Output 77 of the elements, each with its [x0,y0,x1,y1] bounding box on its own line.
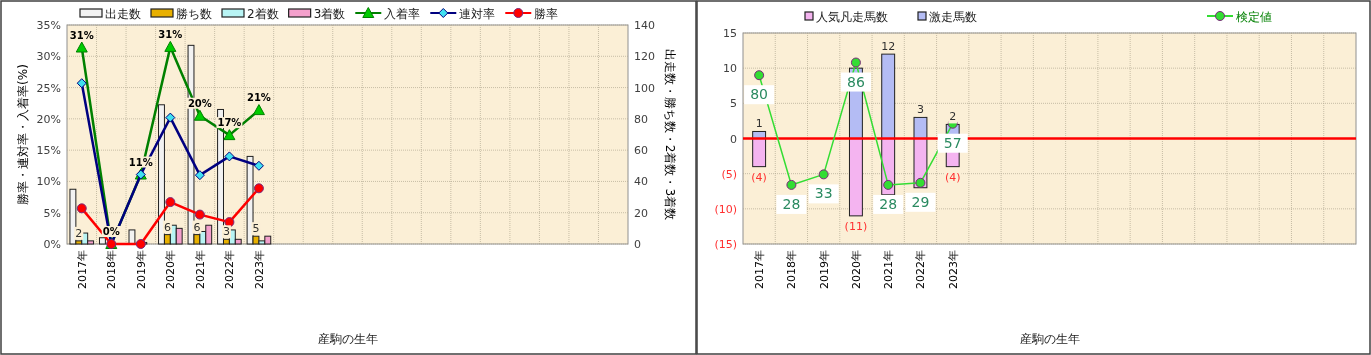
x-tick-label: 2021年 [193,250,207,289]
y2-tick-label: 120 [634,50,655,64]
data-label: 31% [158,28,183,40]
data-label: (4) [751,170,767,184]
data-label: 1 [755,117,763,131]
x-tick-label: 2022年 [223,250,237,289]
data-label: (11) [844,219,868,233]
x-tick-label: 2018年 [785,250,799,289]
y-tick-label: 5 [730,97,737,111]
legend-label: 勝ち数 [176,7,212,21]
x-tick-label: 2023年 [252,250,266,289]
y-tick-label: 30% [36,50,61,64]
legend-label: 3着数 [313,7,346,21]
y-tick-label: 10% [36,175,61,189]
x-tick-label: 2023年 [946,250,960,289]
data-label: 28 [782,195,801,212]
data-label: 3 [916,103,924,117]
x-tick-label: 2017年 [75,250,89,289]
data-label: 0% [102,226,120,237]
data-label: (4) [944,170,961,184]
y2-tick-label: 60 [634,144,648,158]
y-tick-label: 15 [723,27,737,40]
legend-label: 人気凡走馬数 [816,10,888,24]
x-axis-title: 産駒の生年 [1019,332,1080,346]
y2-axis-title: 出走数・勝ち数・2着数・3着数 [663,48,677,221]
legend-label: 2着数 [247,7,279,21]
x-tick-label: 2020年 [849,250,863,289]
y-tick-label: (10) [714,202,737,216]
y-axis-title: 勝率・連対率・入着率(%) [16,64,30,205]
data-label: 31% [69,29,94,41]
data-label: 12 [881,40,896,54]
data-label: 33 [814,185,833,202]
x-tick-label: 2020年 [164,250,178,289]
y-tick-label: 0% [43,238,61,251]
data-label: 86 [847,73,865,90]
data-label: 21% [246,92,271,104]
data-label: 17% [217,117,242,129]
y2-tick-label: 100 [634,81,655,95]
data-label: 57 [943,134,962,151]
y-tick-label: (15) [714,238,737,251]
data-label: 2 [949,110,957,124]
data-label: 80 [750,86,769,103]
data-label: 3 [222,225,230,239]
y2-tick-label: 80 [634,112,648,126]
y-tick-label: (5) [721,167,737,181]
data-label: 28 [879,195,898,212]
y-tick-label: 0 [730,132,737,146]
y2-tick-label: 140 [634,19,655,32]
x-tick-label: 2017年 [753,250,767,289]
legend-label: 勝率 [534,7,559,21]
y-tick-label: 10 [723,62,737,76]
y2-tick-label: 20 [634,206,648,220]
data-label: 6 [193,220,201,234]
legend-label: 検定値 [1236,10,1272,24]
legend-label: 激走馬数 [929,10,977,24]
y-tick-label: 25% [36,81,61,95]
x-tick-label: 2019年 [817,250,831,289]
y-tick-label: 5% [43,206,61,220]
data-label: 29 [911,193,930,210]
x-tick-label: 2021年 [882,250,896,289]
data-label: 20% [187,97,212,109]
legend-label: 入着率 [384,7,421,21]
data-label: 5 [252,222,260,236]
x-tick-label: 2022年 [914,250,928,289]
y-tick-label: 20% [36,112,61,126]
legend-label: 連対率 [459,7,496,21]
y-tick-label: 35% [36,19,61,32]
y2-tick-label: 0 [634,238,641,251]
x-tick-label: 2018年 [105,250,119,289]
x-tick-label: 2019年 [134,250,148,289]
data-label: 2 [75,226,83,240]
y-tick-label: 15% [36,144,61,158]
y2-tick-label: 40 [634,175,648,189]
data-label: 11% [128,156,153,168]
x-axis-title: 産駒の生年 [317,332,378,346]
legend-label: 出走数 [105,7,141,21]
data-label: 6 [163,220,171,234]
